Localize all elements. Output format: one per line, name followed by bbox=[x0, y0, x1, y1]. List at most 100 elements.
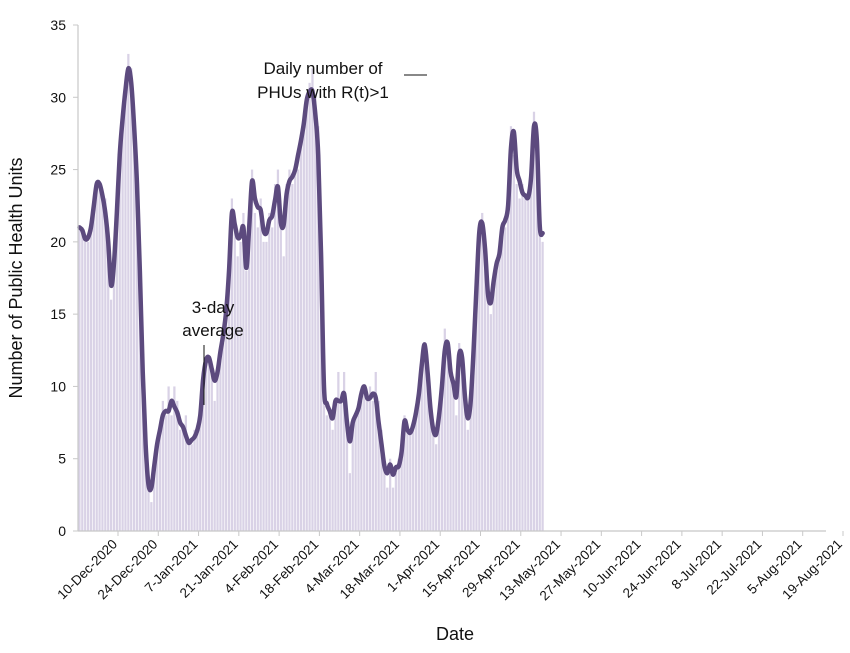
bar bbox=[435, 444, 438, 531]
bar bbox=[469, 400, 472, 531]
bar bbox=[184, 415, 187, 531]
bar bbox=[518, 198, 521, 532]
bar bbox=[259, 198, 262, 532]
bar bbox=[363, 386, 366, 531]
bar bbox=[265, 241, 268, 532]
bar bbox=[236, 256, 239, 531]
bar bbox=[328, 415, 331, 531]
bar bbox=[144, 458, 147, 531]
bar bbox=[250, 169, 254, 531]
bar bbox=[409, 429, 412, 531]
line-layer bbox=[77, 66, 545, 493]
bar bbox=[204, 357, 208, 531]
bar bbox=[109, 299, 113, 531]
bar bbox=[486, 299, 490, 531]
bar bbox=[207, 357, 211, 531]
bar bbox=[504, 227, 507, 531]
bar bbox=[527, 198, 530, 532]
bar bbox=[101, 198, 104, 532]
bar bbox=[121, 126, 124, 531]
bar bbox=[400, 458, 403, 531]
y-tick-label: 35 bbox=[50, 17, 66, 33]
bar bbox=[282, 256, 285, 531]
bar bbox=[210, 371, 213, 531]
bar bbox=[112, 270, 116, 531]
bar bbox=[397, 458, 400, 531]
bar bbox=[89, 227, 93, 531]
bar bbox=[225, 314, 228, 531]
bar bbox=[124, 97, 127, 531]
bar bbox=[273, 184, 277, 531]
bar bbox=[314, 97, 317, 531]
bar bbox=[161, 400, 164, 531]
bar bbox=[432, 429, 435, 531]
bar bbox=[222, 343, 225, 531]
bar bbox=[98, 184, 101, 531]
bar bbox=[92, 198, 95, 532]
bar bbox=[498, 256, 501, 531]
bar bbox=[351, 429, 354, 531]
bar bbox=[348, 473, 351, 531]
bar bbox=[389, 458, 392, 531]
bar bbox=[319, 256, 323, 531]
bar bbox=[193, 429, 196, 531]
bar bbox=[279, 227, 282, 531]
bar bbox=[455, 415, 458, 531]
y-tick-label: 30 bbox=[50, 89, 66, 105]
bar bbox=[135, 184, 139, 531]
bar bbox=[483, 256, 487, 531]
bar bbox=[239, 241, 242, 532]
bar bbox=[452, 386, 455, 531]
y-tick-label: 20 bbox=[50, 234, 66, 250]
bar bbox=[437, 415, 441, 531]
bar bbox=[130, 68, 133, 532]
bar bbox=[291, 184, 294, 531]
bar bbox=[492, 285, 495, 531]
bar bbox=[414, 415, 418, 531]
annotation-daily: Daily number of PHUs with R(t)>1 bbox=[257, 59, 389, 102]
bar bbox=[181, 429, 185, 531]
bar bbox=[296, 169, 300, 531]
bar bbox=[481, 212, 484, 531]
bar bbox=[466, 429, 469, 531]
y-tick-label: 10 bbox=[50, 378, 66, 394]
bar bbox=[187, 444, 190, 531]
bar bbox=[167, 386, 170, 531]
average-line bbox=[77, 66, 545, 493]
bar bbox=[412, 429, 415, 531]
bar bbox=[366, 400, 369, 531]
bar bbox=[446, 343, 449, 531]
bar bbox=[342, 371, 346, 531]
bar bbox=[78, 227, 81, 531]
bar bbox=[501, 227, 504, 531]
bar bbox=[302, 126, 305, 531]
y-ticks-layer: 0 5 10 15 20 25 30 35 bbox=[50, 17, 78, 539]
bar bbox=[288, 169, 291, 531]
bar bbox=[463, 400, 467, 531]
bar bbox=[386, 487, 389, 531]
bar bbox=[368, 386, 372, 531]
bar bbox=[147, 487, 150, 531]
y-tick-label: 25 bbox=[50, 162, 66, 178]
bar bbox=[199, 415, 202, 531]
y-tick-label: 5 bbox=[58, 451, 66, 467]
bar bbox=[170, 415, 173, 531]
bar bbox=[489, 314, 492, 531]
annotations-layer: Daily number of PHUs with R(t)>1 3-day aver… bbox=[182, 59, 427, 405]
bar bbox=[334, 400, 337, 531]
bar bbox=[196, 429, 199, 531]
bar bbox=[311, 68, 314, 532]
y-axis-title: Number of Public Health Units bbox=[6, 157, 26, 398]
bar bbox=[305, 97, 308, 531]
bar bbox=[357, 400, 360, 531]
bar bbox=[308, 82, 311, 531]
bar bbox=[374, 371, 377, 531]
bar bbox=[150, 502, 153, 531]
bar bbox=[81, 227, 84, 531]
bar bbox=[391, 487, 395, 531]
bar bbox=[141, 386, 144, 531]
bar bbox=[512, 155, 515, 532]
bar bbox=[458, 343, 461, 531]
bar bbox=[423, 343, 426, 531]
bar bbox=[538, 227, 541, 531]
